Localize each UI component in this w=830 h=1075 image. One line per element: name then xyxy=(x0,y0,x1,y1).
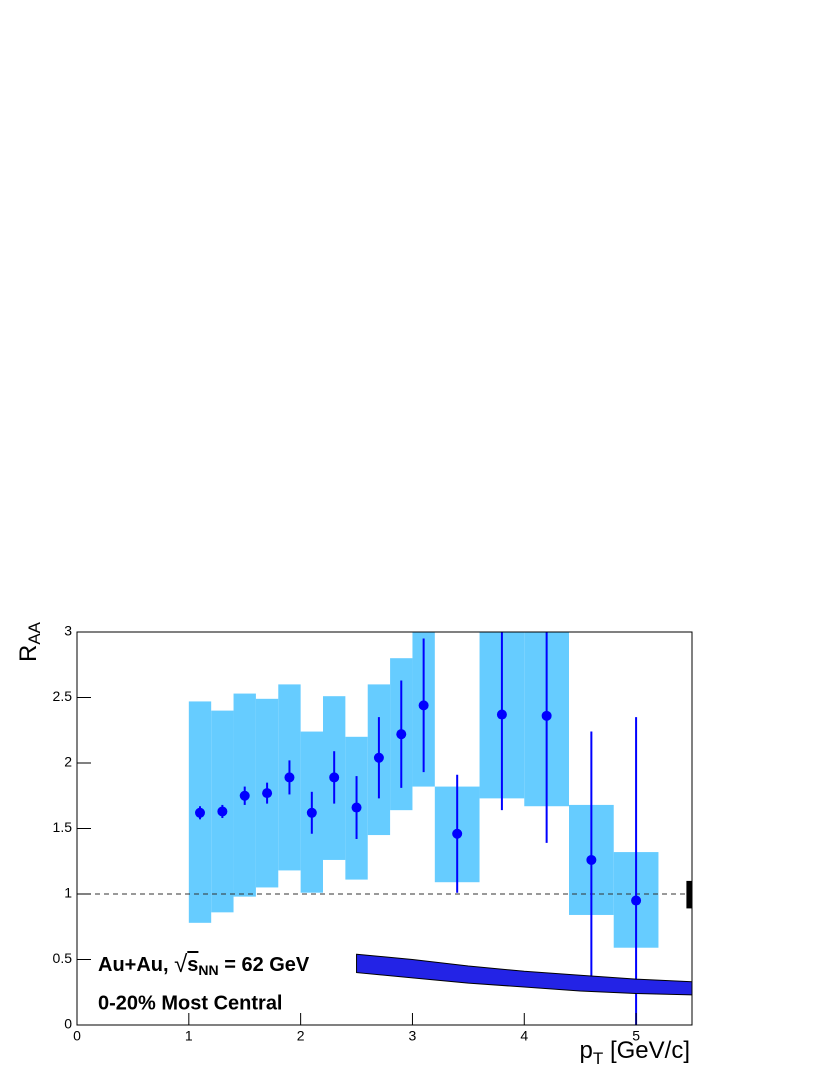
data-point xyxy=(306,807,317,818)
y-title-sub: AA xyxy=(25,621,44,644)
data-point xyxy=(262,788,273,799)
data-point xyxy=(496,709,507,720)
sqrt-sign: √ xyxy=(174,951,188,978)
energy: = 62 GeV xyxy=(219,954,310,976)
x-title-rest: [GeV/c] xyxy=(603,1037,690,1064)
root: s xyxy=(187,954,198,976)
y-tick-label: 0.5 xyxy=(53,950,73,966)
x-tick-label: 1 xyxy=(185,1028,193,1044)
y-title-main: R xyxy=(15,645,42,662)
data-point xyxy=(452,828,463,839)
data-point xyxy=(396,729,407,740)
annotation-system: Au+Au, √sNN = 62 GeV xyxy=(98,951,310,978)
data-point xyxy=(217,806,228,817)
data-point xyxy=(351,802,362,813)
root-sub: NN xyxy=(198,962,218,978)
data-point xyxy=(284,772,295,783)
data-point xyxy=(373,752,384,763)
data-point xyxy=(418,700,429,711)
x-tick-label: 2 xyxy=(297,1028,305,1044)
x-tick-label: 4 xyxy=(520,1028,528,1044)
y-tick-label: 2 xyxy=(64,754,72,770)
data-point xyxy=(329,772,340,783)
system: Au+Au, xyxy=(98,954,174,976)
data-point xyxy=(631,895,642,906)
x-tick-label: 5 xyxy=(632,1028,640,1044)
x-tick-label: 3 xyxy=(409,1028,417,1044)
y-tick-label: 1.5 xyxy=(53,819,73,835)
y-axis-title: RAA xyxy=(15,621,44,662)
data-point xyxy=(541,710,552,721)
y-tick-label: 2.5 xyxy=(53,688,73,704)
plot-area xyxy=(77,632,692,1025)
x-title-main: p xyxy=(580,1037,593,1064)
y-tick-label: 1 xyxy=(64,885,72,901)
x-tick-label: 0 xyxy=(73,1028,81,1044)
norm-box xyxy=(686,880,692,909)
y-tick-label: 0 xyxy=(64,1016,72,1032)
annotation-centrality: 0-20% Most Central xyxy=(98,992,283,1014)
y-tick-label: 3 xyxy=(64,623,72,639)
x-axis-title: pT [GeV/c] xyxy=(580,1037,690,1068)
data-point xyxy=(586,854,597,865)
data-point xyxy=(239,790,250,801)
theory-band xyxy=(356,953,692,996)
x-title-sub: T xyxy=(593,1049,603,1068)
data-point xyxy=(195,807,205,818)
